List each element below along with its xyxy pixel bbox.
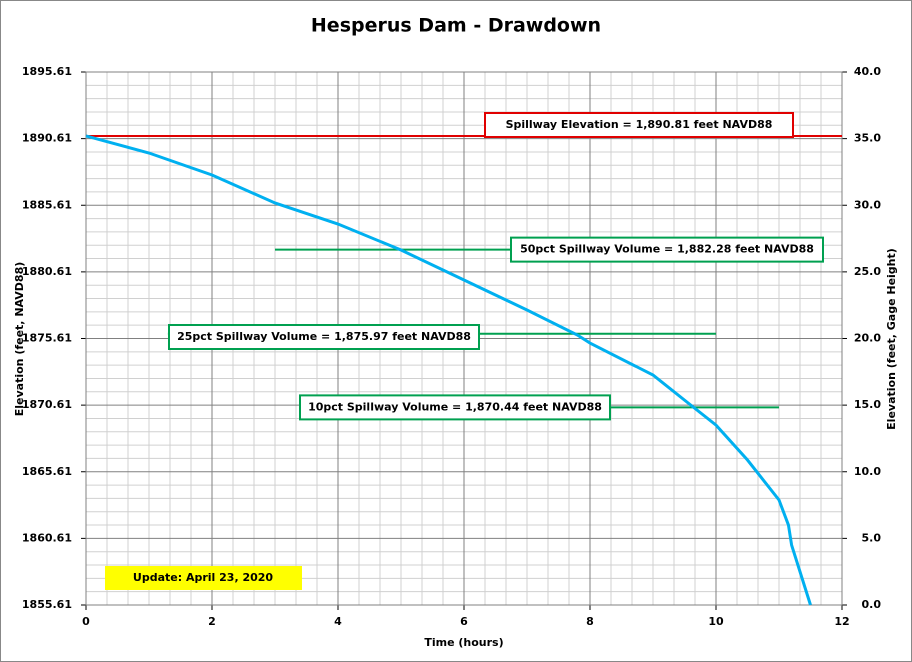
x-tick-label: 0 [82, 615, 90, 628]
annotation-label: 10pct Spillway Volume = 1,870.44 feet NA… [308, 400, 602, 413]
annotation-box [299, 394, 611, 421]
annotation-label: 25pct Spillway Volume = 1,875.97 feet NA… [177, 330, 471, 343]
x-tick-label: 10 [708, 615, 724, 628]
annotation-box [484, 112, 794, 138]
y-tick-label: 1885.61 [22, 198, 72, 211]
y-tick-label: 1870.61 [22, 398, 72, 411]
chart-title: Hesperus Dam - Drawdown [311, 15, 601, 37]
y-tick-label: 1860.61 [22, 531, 72, 544]
y2-tick-label: 15.0 [854, 398, 881, 411]
y-tick-label: 1865.61 [22, 465, 72, 478]
y-tick-label: 1880.61 [22, 265, 72, 278]
y2-tick-label: 40.0 [854, 65, 881, 78]
y2-axis-label: Elevation (feet, Gage Height) [885, 248, 898, 430]
y-tick-label: 1895.61 [22, 65, 72, 78]
annotation-label: 50pct Spillway Volume = 1,882.28 feet NA… [520, 243, 814, 256]
note-label: Update: April 23, 2020 [133, 571, 274, 584]
x-tick-label: 2 [208, 615, 216, 628]
annotation-box [510, 236, 824, 263]
y2-tick-label: 35.0 [854, 132, 881, 145]
plot-border [85, 71, 843, 606]
y-tick-label: 1855.61 [22, 598, 72, 611]
y-tick-label: 1875.61 [22, 332, 72, 345]
y2-tick-label: 5.0 [862, 531, 882, 544]
x-tick-label: 4 [334, 615, 342, 628]
x-tick-label: 12 [834, 615, 849, 628]
annotation-label: Spillway Elevation = 1,890.81 feet NAVD8… [506, 118, 773, 131]
note-box [105, 566, 302, 590]
line-series [85, 134, 812, 606]
x-tick-label: 6 [460, 615, 468, 628]
y2-tick-label: 25.0 [854, 265, 881, 278]
annotation-box [168, 324, 480, 350]
y-axis-label: Elevation (feet, NAVD88) [13, 262, 26, 417]
y2-tick-label: 30.0 [854, 198, 881, 211]
x-axis-label: Time (hours) [424, 636, 503, 649]
y-tick-label: 1890.61 [22, 132, 72, 145]
x-tick-label: 8 [586, 615, 594, 628]
y2-tick-label: 10.0 [854, 465, 881, 478]
y2-tick-label: 0.0 [862, 598, 882, 611]
y2-tick-label: 20.0 [854, 332, 881, 345]
